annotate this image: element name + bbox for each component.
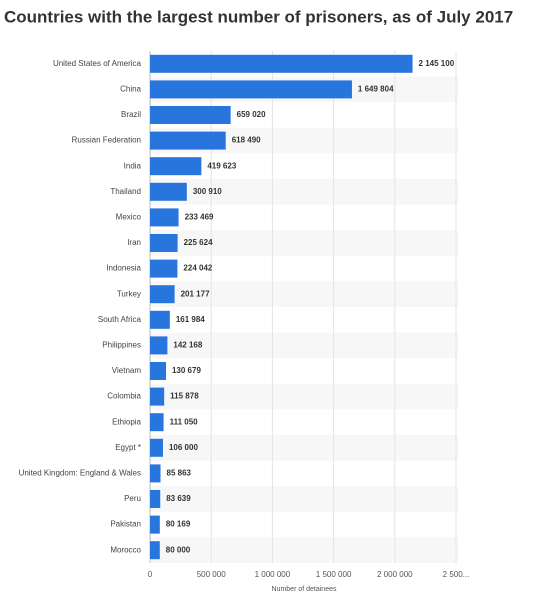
- bar: [150, 438, 163, 457]
- value-label: 85 863: [167, 469, 192, 478]
- category-label: Vietnam: [112, 366, 142, 375]
- value-label: 142 168: [173, 341, 202, 350]
- category-label: United States of America: [53, 59, 142, 68]
- category-label: Morocco: [110, 545, 141, 554]
- bar: [150, 259, 178, 278]
- value-label: 300 910: [193, 187, 222, 196]
- bar: [150, 464, 161, 483]
- category-label: Peru: [124, 494, 141, 503]
- bar: [150, 490, 161, 508]
- category-label: United Kingdom: England & Wales: [19, 469, 141, 478]
- row-band: [150, 230, 458, 256]
- row-band: [150, 486, 458, 512]
- bar: [150, 515, 160, 534]
- category-label: South Africa: [98, 315, 142, 324]
- row-band: [150, 281, 458, 307]
- bar: [150, 387, 165, 406]
- x-axis-label: Number of detainees: [272, 586, 337, 593]
- bar: [150, 310, 170, 329]
- row-band: [150, 332, 458, 359]
- bar: [150, 362, 166, 380]
- category-label: Brazil: [121, 110, 141, 119]
- row-band: [150, 537, 458, 563]
- x-tick-label: 2 000 000: [377, 570, 413, 579]
- bar: [150, 106, 231, 124]
- value-label: 130 679: [172, 366, 201, 375]
- bar: [150, 131, 226, 150]
- value-label: 1 649 804: [358, 85, 394, 94]
- bar: [150, 285, 175, 304]
- category-label: Thailand: [110, 187, 141, 196]
- value-label: 225 624: [184, 238, 213, 247]
- category-label: Russian Federation: [72, 136, 141, 145]
- x-tick-label: 500 000: [197, 570, 226, 579]
- value-label: 80 000: [166, 545, 191, 554]
- bar: [150, 157, 202, 176]
- value-label: 111 050: [170, 417, 199, 426]
- category-label: Turkey: [117, 289, 141, 298]
- row-band: [150, 179, 458, 205]
- value-label: 659 020: [237, 110, 266, 119]
- category-label: Pakistan: [110, 520, 141, 529]
- value-label: 80 169: [166, 520, 191, 529]
- bar: [150, 208, 179, 227]
- value-label: 201 177: [181, 289, 210, 298]
- row-band: [150, 435, 458, 461]
- bar: [150, 541, 160, 560]
- bar: [150, 336, 168, 355]
- bar: [150, 234, 178, 252]
- bar: [150, 182, 187, 201]
- value-label: 83 639: [166, 494, 191, 503]
- value-label: 618 490: [232, 136, 261, 145]
- x-tick-label: 1 500 000: [316, 570, 352, 579]
- category-label: Colombia: [107, 392, 141, 401]
- category-label: Indonesia: [106, 264, 141, 273]
- category-label: Egypt *: [115, 443, 141, 452]
- bar: [150, 80, 352, 99]
- value-label: 419 623: [207, 161, 236, 170]
- row-band: [150, 383, 458, 410]
- x-tick-label: 2 500...: [443, 570, 470, 579]
- value-label: 161 984: [176, 315, 205, 324]
- value-label: 2 145 100: [419, 59, 455, 68]
- category-label: Philippines: [102, 341, 141, 350]
- category-label: Ethiopia: [112, 417, 141, 426]
- value-label: 233 469: [185, 213, 214, 222]
- chart-title: Countries with the largest number of pri…: [4, 7, 513, 26]
- value-label: 224 042: [183, 264, 212, 273]
- bar: [150, 54, 413, 73]
- category-label: India: [124, 161, 142, 170]
- x-tick-label: 0: [148, 570, 153, 579]
- bar: [150, 413, 164, 432]
- value-label: 106 000: [169, 443, 198, 452]
- x-tick-label: 1 000 000: [255, 570, 291, 579]
- category-label: Mexico: [116, 213, 142, 222]
- category-label: China: [120, 85, 141, 94]
- category-label: Iran: [127, 238, 141, 247]
- value-label: 115 878: [170, 392, 199, 401]
